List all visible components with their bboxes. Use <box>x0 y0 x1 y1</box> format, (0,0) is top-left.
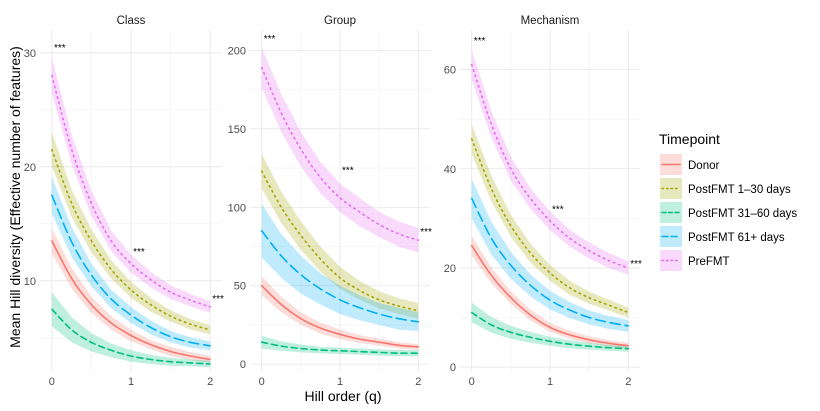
series-line <box>260 66 420 241</box>
panel-title: Group <box>324 15 356 27</box>
confidence-band <box>471 49 629 275</box>
series-line <box>470 244 630 347</box>
significance-label: *** <box>342 166 354 177</box>
legend-label: PostFMT 31–60 days <box>688 208 797 220</box>
x-tick-label: 0 <box>469 376 475 388</box>
x-tick-label: 0 <box>49 376 55 388</box>
y-tick-label: 100 <box>228 202 246 214</box>
y-tick-label: 40 <box>444 164 456 176</box>
significance-label: *** <box>264 34 276 45</box>
panel-title: Mechanism <box>521 15 580 27</box>
significance-label: *** <box>420 227 432 238</box>
legend-item: Donor <box>660 154 719 175</box>
x-tick-label: 2 <box>207 376 213 388</box>
x-tick-label: 1 <box>337 376 343 388</box>
legend-label: Donor <box>688 160 719 172</box>
series-line <box>51 308 211 365</box>
confidence-band <box>51 292 211 368</box>
series-line <box>51 74 211 308</box>
confidence-band <box>261 153 419 319</box>
x-tick-label: 1 <box>547 376 553 388</box>
y-tick-label: 60 <box>444 65 456 77</box>
legend-item: PostFMT 31–60 days <box>660 202 797 223</box>
panel-class: Class 10 20 30 0 1 2 *** *** *** <box>24 15 224 388</box>
series-line <box>260 230 420 323</box>
legend-label: PostFMT 61+ days <box>688 232 785 244</box>
confidence-band <box>261 335 419 357</box>
legend-title: Timepoint <box>659 131 720 147</box>
y-tick-label: 0 <box>240 359 246 371</box>
significance-label: *** <box>133 247 145 258</box>
confidence-band <box>261 47 419 253</box>
significance-label: *** <box>54 43 66 54</box>
legend-label: PreFMT <box>688 256 730 268</box>
series-line <box>470 311 630 350</box>
confidence-band <box>51 57 211 313</box>
y-tick-label: 30 <box>24 48 36 60</box>
series-line <box>470 138 630 314</box>
confidence-band <box>471 235 629 349</box>
y-tick-label: 0 <box>450 362 456 374</box>
y-tick-label: 20 <box>444 263 456 275</box>
legend: Timepoint Donor PostFMT 1–30 days PostFMT … <box>659 131 797 271</box>
significance-label: *** <box>474 36 486 47</box>
y-tick-label: 200 <box>228 45 246 57</box>
significance-label: *** <box>212 294 224 305</box>
x-tick-label: 2 <box>625 376 631 388</box>
y-tick-label: 20 <box>24 162 36 174</box>
x-axis-title: Hill order (q) <box>304 388 381 404</box>
x-tick-label: 2 <box>415 376 421 388</box>
confidence-band <box>51 132 211 335</box>
panel-mechanism: Mechanism 0 20 40 60 0 1 2 *** *** *** <box>444 15 642 388</box>
legend-item: PostFMT 1–30 days <box>660 178 791 199</box>
series-line <box>260 170 420 312</box>
legend-item: PreFMT <box>660 250 730 271</box>
series-line <box>470 63 630 269</box>
significance-label: *** <box>552 204 564 215</box>
series-line <box>51 194 211 347</box>
legend-item: PostFMT 61+ days <box>660 226 785 247</box>
panel-group: Group 0 50 100 150 200 0 1 2 *** *** *** <box>228 15 432 388</box>
y-tick-label: 10 <box>24 276 36 288</box>
x-tick-label: 1 <box>128 376 134 388</box>
legend-label: PostFMT 1–30 days <box>688 184 791 196</box>
series-line <box>51 240 211 361</box>
y-tick-label: 50 <box>234 281 246 293</box>
panel-title: Class <box>117 15 146 27</box>
series-line <box>51 148 211 331</box>
y-axis-title: Mean Hill diversity (Effective number of… <box>7 46 23 348</box>
confidence-band <box>471 124 629 318</box>
significance-label: *** <box>630 259 642 270</box>
x-tick-label: 0 <box>259 376 265 388</box>
series-line <box>260 341 420 355</box>
y-tick-label: 150 <box>228 124 246 136</box>
series-line <box>470 197 630 327</box>
series-line <box>260 284 420 348</box>
